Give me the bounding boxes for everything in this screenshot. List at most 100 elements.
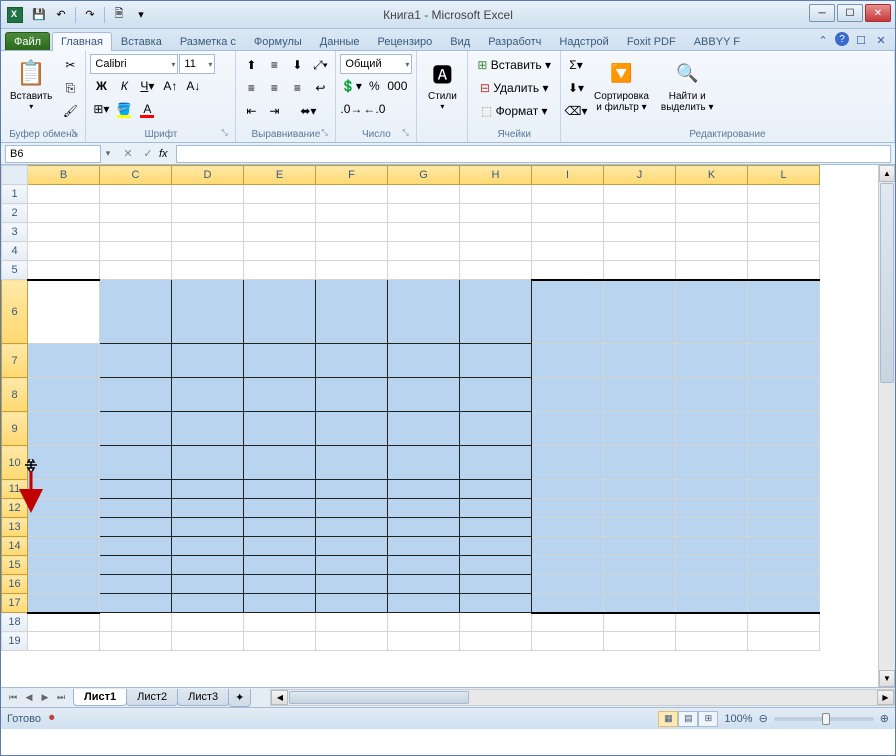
cell-I1[interactable] bbox=[532, 185, 604, 204]
cell-B14[interactable] bbox=[28, 537, 100, 556]
cancel-formula-button[interactable]: ✕ bbox=[119, 145, 137, 163]
view-page-layout-button[interactable]: ▤ bbox=[678, 711, 698, 727]
cell-K15[interactable] bbox=[676, 556, 748, 575]
cell-F2[interactable] bbox=[316, 204, 388, 223]
cell-K17[interactable] bbox=[676, 594, 748, 613]
cell-B3[interactable] bbox=[28, 223, 100, 242]
horizontal-scrollbar[interactable]: ◀ ▶ bbox=[270, 689, 895, 706]
cell-H18[interactable] bbox=[460, 613, 532, 632]
cell-C17[interactable] bbox=[100, 594, 172, 613]
align-left-button[interactable]: ≡ bbox=[240, 77, 262, 99]
cell-L13[interactable] bbox=[748, 518, 820, 537]
cell-I18[interactable] bbox=[532, 613, 604, 632]
tab-addins[interactable]: Надстрой bbox=[550, 32, 617, 50]
increase-decimal-button[interactable]: .0→ bbox=[340, 98, 362, 120]
window-restore-icon[interactable]: ☐ bbox=[853, 32, 869, 48]
copy-button[interactable]: ⎘ bbox=[59, 77, 81, 99]
clipboard-launcher[interactable]: ⤡ bbox=[71, 128, 83, 140]
row-header-19[interactable]: 19 bbox=[2, 632, 28, 651]
align-right-button[interactable]: ≡ bbox=[286, 77, 308, 99]
tab-nav-first[interactable]: ⏮ bbox=[5, 690, 21, 706]
cell-K12[interactable] bbox=[676, 499, 748, 518]
styles-button[interactable]: 🅰 Стили ▾ bbox=[421, 54, 463, 114]
row-header-17[interactable]: 17 bbox=[2, 594, 28, 613]
scroll-right-button[interactable]: ▶ bbox=[877, 690, 894, 705]
cell-D14[interactable] bbox=[172, 537, 244, 556]
vscroll-thumb[interactable] bbox=[880, 183, 894, 383]
cell-J17[interactable] bbox=[604, 594, 676, 613]
currency-button[interactable]: 💲▾ bbox=[340, 75, 362, 97]
row-header-2[interactable]: 2 bbox=[2, 204, 28, 223]
col-header-F[interactable]: F bbox=[316, 166, 388, 185]
cell-B13[interactable] bbox=[28, 518, 100, 537]
maximize-button[interactable]: ☐ bbox=[837, 4, 863, 22]
sheet-tab-1[interactable]: Лист1 bbox=[73, 689, 127, 706]
cell-E14[interactable] bbox=[244, 537, 316, 556]
cell-I15[interactable] bbox=[532, 556, 604, 575]
tab-review[interactable]: Рецензиро bbox=[369, 32, 442, 50]
cell-B1[interactable] bbox=[28, 185, 100, 204]
cell-I13[interactable] bbox=[532, 518, 604, 537]
cell-E5[interactable] bbox=[244, 261, 316, 280]
font-launcher[interactable]: ⤡ bbox=[221, 128, 233, 140]
row-header-6[interactable]: 6 bbox=[2, 280, 28, 344]
cell-G2[interactable] bbox=[388, 204, 460, 223]
cell-G4[interactable] bbox=[388, 242, 460, 261]
hscroll-thumb[interactable] bbox=[289, 691, 469, 704]
cell-H17[interactable] bbox=[460, 594, 532, 613]
help-icon[interactable]: ? bbox=[835, 32, 849, 46]
cell-J4[interactable] bbox=[604, 242, 676, 261]
comma-button[interactable]: 000 bbox=[386, 75, 408, 97]
formula-input[interactable] bbox=[176, 145, 891, 163]
cell-H15[interactable] bbox=[460, 556, 532, 575]
cell-J15[interactable] bbox=[604, 556, 676, 575]
cell-D6[interactable] bbox=[172, 280, 244, 344]
minimize-ribbon-icon[interactable]: ⌃ bbox=[815, 32, 831, 48]
insert-cells-button[interactable]: ⊞ Вставить ▾ bbox=[472, 54, 556, 76]
delete-cells-button[interactable]: ⊟ Удалить ▾ bbox=[472, 77, 556, 99]
cell-F19[interactable] bbox=[316, 632, 388, 651]
col-header-G[interactable]: G bbox=[388, 166, 460, 185]
cell-L8[interactable] bbox=[748, 378, 820, 412]
cell-L15[interactable] bbox=[748, 556, 820, 575]
cell-C3[interactable] bbox=[100, 223, 172, 242]
merge-button[interactable]: ⬌▾ bbox=[286, 100, 330, 122]
row-header-12[interactable]: 12 bbox=[2, 499, 28, 518]
cell-C12[interactable] bbox=[100, 499, 172, 518]
cell-E16[interactable] bbox=[244, 575, 316, 594]
cell-L18[interactable] bbox=[748, 613, 820, 632]
cell-D5[interactable] bbox=[172, 261, 244, 280]
tab-insert[interactable]: Вставка bbox=[112, 32, 171, 50]
cell-I9[interactable] bbox=[532, 412, 604, 446]
cell-D19[interactable] bbox=[172, 632, 244, 651]
decrease-decimal-button[interactable]: ←.0 bbox=[363, 98, 385, 120]
cell-J14[interactable] bbox=[604, 537, 676, 556]
cell-L6[interactable] bbox=[748, 280, 820, 344]
cell-D4[interactable] bbox=[172, 242, 244, 261]
cell-H14[interactable] bbox=[460, 537, 532, 556]
cell-D16[interactable] bbox=[172, 575, 244, 594]
cell-D11[interactable] bbox=[172, 480, 244, 499]
cell-G13[interactable] bbox=[388, 518, 460, 537]
cell-B8[interactable] bbox=[28, 378, 100, 412]
cell-L5[interactable] bbox=[748, 261, 820, 280]
clear-button[interactable]: ⌫▾ bbox=[565, 100, 587, 122]
autosum-button[interactable]: Σ▾ bbox=[565, 54, 587, 76]
cell-J19[interactable] bbox=[604, 632, 676, 651]
col-header-I[interactable]: I bbox=[532, 166, 604, 185]
cell-K1[interactable] bbox=[676, 185, 748, 204]
cell-J1[interactable] bbox=[604, 185, 676, 204]
cell-H12[interactable] bbox=[460, 499, 532, 518]
cell-H6[interactable] bbox=[460, 280, 532, 344]
cell-K6[interactable] bbox=[676, 280, 748, 344]
cell-E11[interactable] bbox=[244, 480, 316, 499]
cell-K9[interactable] bbox=[676, 412, 748, 446]
cell-K19[interactable] bbox=[676, 632, 748, 651]
cell-I4[interactable] bbox=[532, 242, 604, 261]
cell-D12[interactable] bbox=[172, 499, 244, 518]
cell-I12[interactable] bbox=[532, 499, 604, 518]
cell-G5[interactable] bbox=[388, 261, 460, 280]
bold-button[interactable]: Ж bbox=[90, 75, 112, 97]
find-select-button[interactable]: 🔍 Найти и выделить ▾ bbox=[656, 54, 719, 116]
cell-F12[interactable] bbox=[316, 499, 388, 518]
